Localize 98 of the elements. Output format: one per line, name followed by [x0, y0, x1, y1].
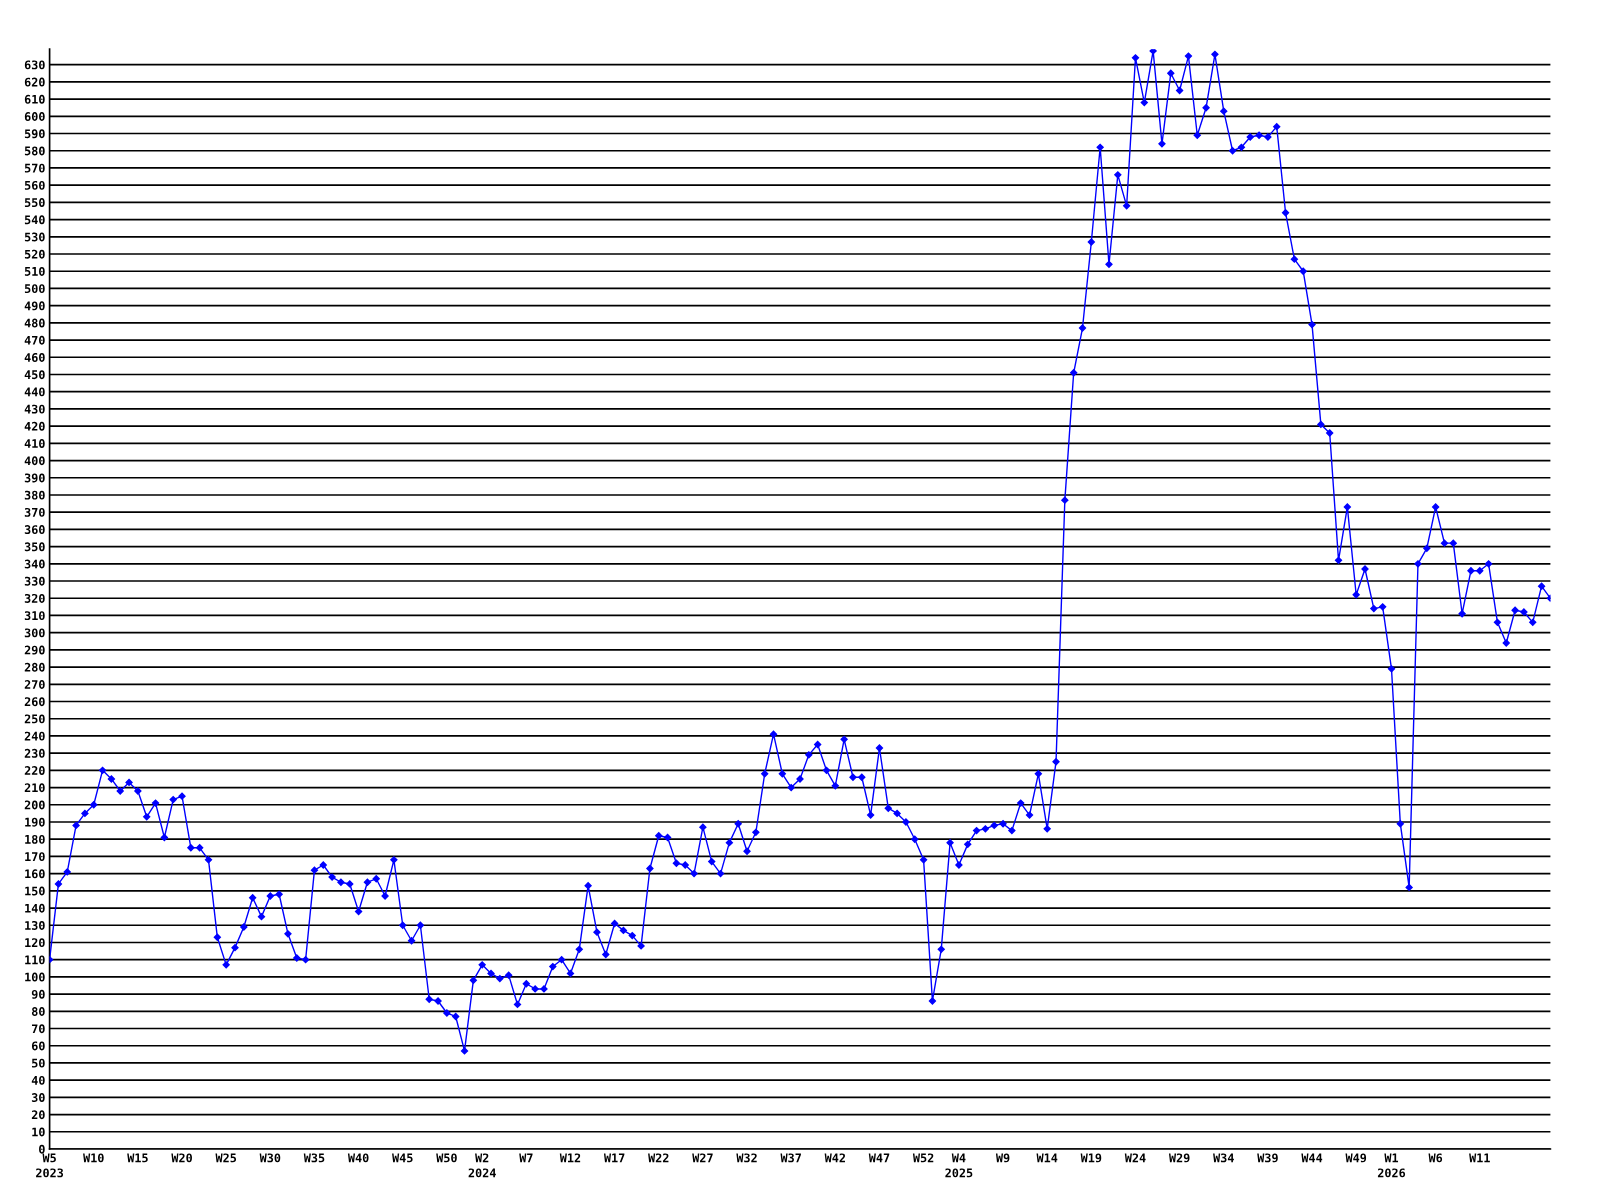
y-tick-label: 200 — [24, 800, 45, 810]
x-tick-label: W9 — [995, 1153, 1010, 1163]
x-tick-label: W40 — [347, 1153, 369, 1163]
y-tick-label: 580 — [24, 146, 45, 156]
x-tick-label: W24 — [1124, 1153, 1146, 1163]
y-tick-label: 80 — [31, 1007, 45, 1016]
x-tick-label: W6 — [1428, 1153, 1443, 1163]
x-tick-label: W37 — [780, 1153, 801, 1163]
y-tick-label: 380 — [24, 490, 45, 500]
y-tick-label: 140 — [25, 903, 45, 913]
y-tick-label: 500 — [24, 284, 45, 294]
y-tick-label: 410 — [24, 439, 45, 448]
y-tick-label: 510 — [24, 266, 45, 276]
y-tick-label: 50 — [32, 1058, 45, 1068]
x-tick-label: W32 — [736, 1153, 757, 1163]
x-tick-label: W14 — [1036, 1153, 1058, 1163]
y-tick-label: 520 — [24, 249, 45, 259]
y-tick-label: 100 — [25, 972, 45, 982]
x-tick-label: W19 — [1080, 1153, 1102, 1163]
y-tick-label: 370 — [24, 507, 45, 517]
y-tick-label: 470 — [24, 335, 45, 345]
x-tick-label: W15 — [127, 1153, 148, 1163]
x-tick-label: W12 — [559, 1153, 581, 1163]
x-tick-label: W17 — [603, 1153, 625, 1163]
y-tick-label: 30 — [31, 1093, 45, 1103]
y-tick-label: 550 — [24, 198, 45, 208]
x-tick-label: W11 — [1469, 1153, 1490, 1163]
y-tick-label: 20 — [31, 1110, 45, 1120]
x-tick-label: W47 — [868, 1153, 890, 1163]
y-tick-label: 220 — [24, 766, 45, 776]
y-tick-label: 460 — [24, 353, 45, 362]
x-tick-label: W44 — [1301, 1153, 1323, 1163]
y-tick-label: 310 — [24, 611, 45, 621]
y-tick-label: 160 — [25, 869, 45, 879]
y-tick-label: 340 — [24, 559, 45, 569]
y-tick-label: 230 — [24, 748, 45, 758]
y-tick-label: 330 — [24, 576, 45, 586]
y-tick-label: 390 — [24, 473, 45, 483]
y-tick-label: 250 — [24, 714, 45, 724]
x-tick-label: W1 2026 — [1377, 1153, 1406, 1178]
y-tick-label: 450 — [24, 370, 45, 380]
y-tick-label: 570 — [24, 163, 45, 173]
y-tick-label: 420 — [24, 421, 45, 431]
y-tick-label: 590 — [24, 129, 45, 139]
y-tick-label: 280 — [24, 662, 45, 672]
y-tick-label: 90 — [31, 989, 45, 999]
y-tick-label: 320 — [24, 593, 45, 603]
y-tick-label: 170 — [25, 852, 45, 862]
y-tick-label: 70 — [32, 1024, 45, 1034]
x-tick-label: W22 — [648, 1153, 669, 1163]
y-tick-label: 440 — [24, 387, 45, 397]
y-tick-label: 290 — [24, 645, 45, 655]
y-tick-label: 540 — [24, 215, 45, 225]
y-tick-label: 480 — [24, 318, 45, 328]
y-tick-label: 600 — [24, 112, 45, 121]
x-tick-label: W2 2024 — [468, 1153, 496, 1178]
y-tick-label: 210 — [24, 783, 45, 793]
x-tick-label: W35 — [303, 1153, 325, 1163]
x-tick-label: W52 — [912, 1153, 934, 1163]
y-tick-label: 120 — [25, 938, 45, 948]
x-tick-label: W27 — [692, 1153, 713, 1163]
y-tick-label: 610 — [24, 94, 45, 104]
x-tick-label: W30 — [259, 1153, 281, 1163]
y-tick-label: 400 — [24, 456, 45, 466]
y-tick-label: 560 — [24, 180, 45, 190]
x-tick-label: W5 2023 — [36, 1153, 64, 1178]
x-tick-label: W34 — [1213, 1153, 1234, 1163]
y-tick-label: 190 — [25, 817, 45, 827]
x-tick-label: W4 2025 — [945, 1153, 973, 1178]
y-tick-label: 430 — [24, 404, 45, 414]
y-tick-label: 240 — [24, 731, 45, 741]
y-tick-label: 150 — [25, 886, 45, 896]
y-tick-label: 490 — [24, 301, 45, 311]
y-tick-label: 130 — [25, 920, 45, 930]
x-tick-label: W29 — [1168, 1153, 1190, 1163]
x-tick-label: W39 — [1257, 1153, 1278, 1163]
x-tick-label: W49 — [1345, 1153, 1367, 1163]
y-tick-label: 350 — [24, 542, 45, 552]
y-tick-label: 620 — [24, 77, 45, 87]
x-tick-label: W20 — [171, 1153, 192, 1163]
x-tick-label: W42 — [824, 1153, 845, 1163]
y-tick-label: 10 — [32, 1127, 45, 1137]
x-tick-label: W7 — [519, 1153, 533, 1163]
y-tick-label: 270 — [24, 680, 45, 689]
y-tick-label: 180 — [25, 834, 45, 844]
y-tick-label: 60 — [31, 1041, 45, 1051]
y-tick-label: 0 — [39, 1144, 45, 1154]
x-tick-label: W50 — [436, 1153, 457, 1163]
x-tick-label: W25 — [215, 1153, 237, 1163]
x-tick-label: W45 — [392, 1153, 413, 1163]
x-tick-label: W10 — [83, 1153, 104, 1163]
y-tick-label: 360 — [24, 525, 45, 535]
y-tick-label: 530 — [24, 232, 45, 242]
y-tick-label: 260 — [24, 697, 45, 707]
y-tick-label: 300 — [24, 628, 45, 638]
y-tick-label: 110 — [25, 955, 45, 965]
y-tick-label: 630 — [24, 60, 45, 70]
y-tick-label: 40 — [31, 1075, 45, 1085]
